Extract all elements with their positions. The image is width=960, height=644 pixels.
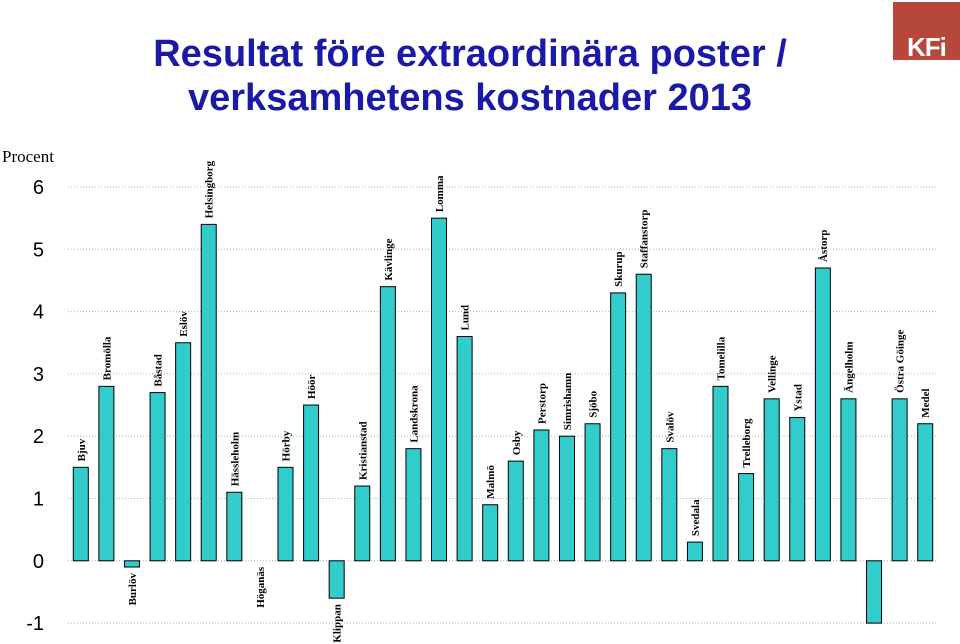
kfi-logo: KFi (893, 2, 960, 62)
bar (405, 448, 422, 562)
bar (891, 398, 908, 562)
category-label: Landskrona (408, 385, 420, 443)
y-tick-label: 6 (33, 177, 44, 199)
category-label: Östra Göinge (894, 329, 907, 392)
category-label: Ystad (792, 384, 804, 412)
category-label: Burlöv (127, 573, 139, 606)
category-label: Sjöbo (588, 390, 600, 417)
bar (431, 217, 448, 562)
bar (354, 485, 371, 562)
category-label: Vellinge (767, 355, 779, 393)
category-label: Klippan (332, 604, 344, 643)
bar (303, 404, 320, 562)
logo-text: KFi (907, 32, 947, 62)
category-label: Kävlinge (383, 238, 395, 280)
category-label: Skurup (613, 251, 625, 286)
bar (507, 460, 524, 562)
bar (866, 560, 883, 624)
bar (277, 466, 294, 562)
chart-title-line-2: verksamhetens kostnader 2013 (188, 77, 752, 119)
bar (72, 466, 89, 562)
bar (610, 292, 627, 562)
bar (738, 473, 755, 562)
category-label: Perstorp (536, 383, 548, 424)
category-label: Svedala (690, 499, 702, 536)
category-label: Höganäs (255, 566, 267, 608)
category-label: Bjuv (76, 438, 88, 461)
bar (533, 429, 550, 562)
bar (226, 491, 243, 562)
category-label: Hässleholm (229, 432, 241, 486)
bar (917, 423, 934, 562)
bar (712, 385, 729, 562)
category-label: Osby (511, 430, 523, 455)
category-label: Lund (460, 305, 472, 331)
y-tick-label: -1 (26, 613, 44, 635)
category-label: Svalöv (664, 411, 676, 443)
y-tick-label: 2 (33, 426, 44, 448)
y-tick-label: 5 (33, 239, 44, 261)
category-label: Ängelholm (842, 341, 855, 392)
bar (789, 417, 806, 562)
y-tick-label: 3 (33, 364, 44, 386)
bar (814, 267, 831, 562)
bar (149, 392, 166, 562)
bar (328, 560, 345, 599)
category-label: Bromölla (101, 336, 113, 380)
category-label: Eslöv (178, 311, 190, 337)
category-label: Hörby (281, 430, 293, 461)
bar (98, 385, 115, 562)
bar (840, 398, 857, 562)
category-label: Båstad (153, 354, 165, 386)
y-tick-label: 1 (33, 489, 44, 511)
category-label: Trelleborg (741, 418, 753, 468)
category-label: Simrishamn (562, 373, 574, 430)
bar (661, 448, 678, 562)
bar (686, 541, 703, 562)
bar (558, 435, 575, 562)
category-label: Staffanstorp (639, 210, 651, 269)
category-label: Lomma (434, 175, 446, 212)
category-label: Helsingborg (204, 160, 216, 218)
bar (379, 286, 396, 562)
category-label: Kristianstad (357, 421, 369, 480)
bar (635, 273, 652, 562)
bar (482, 504, 499, 562)
y-tick-label: 4 (33, 302, 44, 324)
category-label: Åstorp (818, 230, 830, 262)
bar (200, 223, 217, 562)
y-axis-label: Procent (2, 147, 54, 166)
chart-title: Resultat före extraordinära poster / ver… (60, 32, 880, 120)
bar (763, 398, 780, 562)
category-label: Höör (306, 374, 318, 399)
chart-title-line-1: Resultat före extraordinära poster / (153, 33, 787, 75)
category-label: Tomelilla (716, 336, 728, 380)
bar (456, 336, 473, 562)
bar (175, 342, 192, 562)
bar (584, 423, 601, 562)
category-label: Malmö (485, 465, 497, 499)
category-label: Medel (920, 388, 932, 417)
bar (123, 560, 140, 568)
y-tick-label: 0 (33, 551, 44, 573)
